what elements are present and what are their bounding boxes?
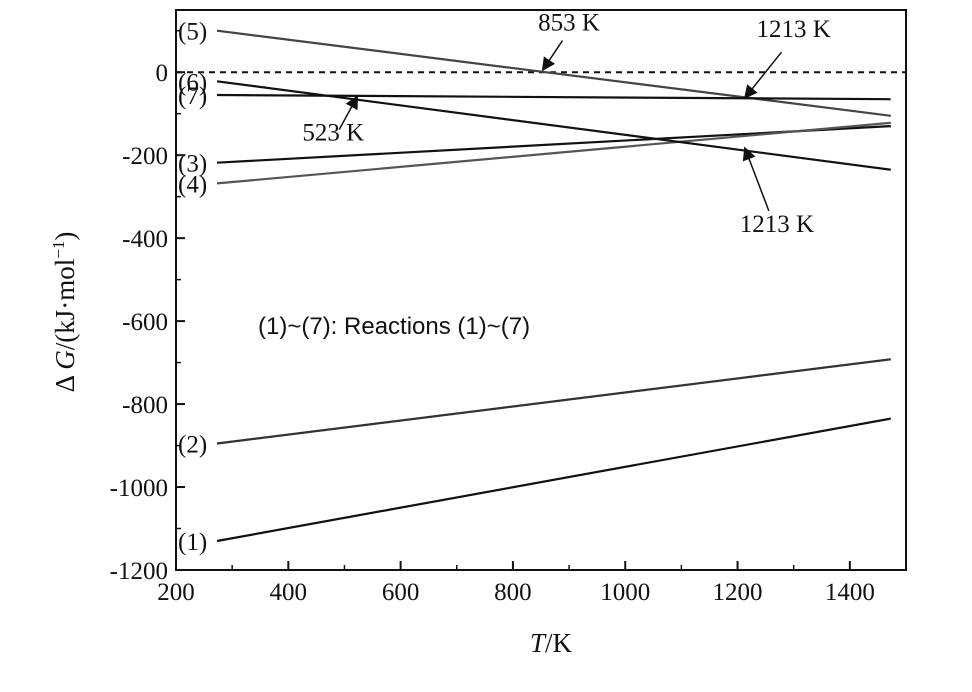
x-tick-label: 400 [270,579,308,606]
legend-note: (1)~(7): Reactions (1)~(7) [258,313,530,340]
series-label-7: (7) [178,83,207,110]
annotations: 853 K 1213 K 523 K 1213 K [302,10,831,238]
x-tick-label: 200 [157,579,195,606]
series-label-6: (6) [178,69,207,96]
series-line-4 [216,121,891,185]
x-tick-label: 600 [382,579,420,606]
plot-border [175,9,907,571]
annotation-arrow-1 [541,40,564,72]
x-tick-labels: 200 400 600 800 1000 1200 1400 [157,579,875,606]
y-axis-title: Δ G/(kJ·mol−1) [49,232,80,393]
series-label-2: (2) [178,431,207,458]
series-label-5: (5) [178,19,207,46]
y-axis-title-symbol: G [50,350,80,370]
x-tick-label: 1200 [713,579,763,606]
annotation-label-4: 1213 K [740,211,814,238]
series-labels: (1) (2) (3)(4) (5) (6)(7) [178,19,207,556]
y-axis-title-sup: −1 [49,241,68,259]
y-tick-label: 0 [156,60,169,87]
x-axis-title-unit: /K [545,628,573,658]
y-tick-label: -1200 [110,558,168,585]
y-axis-title-prefix: Δ [50,370,80,393]
y-tick-label: -800 [122,392,168,419]
plot-frame [175,9,907,571]
series-label-4: (4) [178,171,207,198]
annotation-label-3: 523 K [302,120,364,147]
series-line-7 [216,93,891,101]
x-axis-title: T/K [530,628,573,658]
y-tick-label: -200 [122,143,168,170]
y-tick-label: -400 [122,226,168,253]
annotation-label-2: 1213 K [757,16,831,43]
annotation-label-1: 853 K [538,10,600,37]
axis-ticks [175,29,851,571]
y-tick-label: -1000 [110,475,168,502]
series-line-5 [216,29,891,117]
series-line-1 [216,417,891,543]
x-tick-label: 800 [494,579,532,606]
y-axis-title-close: ) [50,232,80,241]
series-line-2 [216,358,891,445]
y-tick-label: -600 [122,309,168,336]
series-label-3: (3) [178,151,207,178]
x-tick-label: 1400 [825,579,875,606]
annotation-arrow-4 [742,146,770,212]
y-axis-title-group: Δ G/(kJ·mol−1) [49,232,80,393]
series-label-1: (1) [178,529,207,556]
annotation-arrow-2 [743,51,783,99]
annotation-arrow-3 [338,95,359,130]
series-layer [216,29,891,543]
y-tick-labels: 0 -200 -400 -600 -800 -1000 -1200 [110,60,168,585]
y-axis-title-unit: /(kJ·mol [50,259,80,351]
x-tick-label: 1000 [600,579,650,606]
x-axis-title-symbol: T [530,628,547,658]
